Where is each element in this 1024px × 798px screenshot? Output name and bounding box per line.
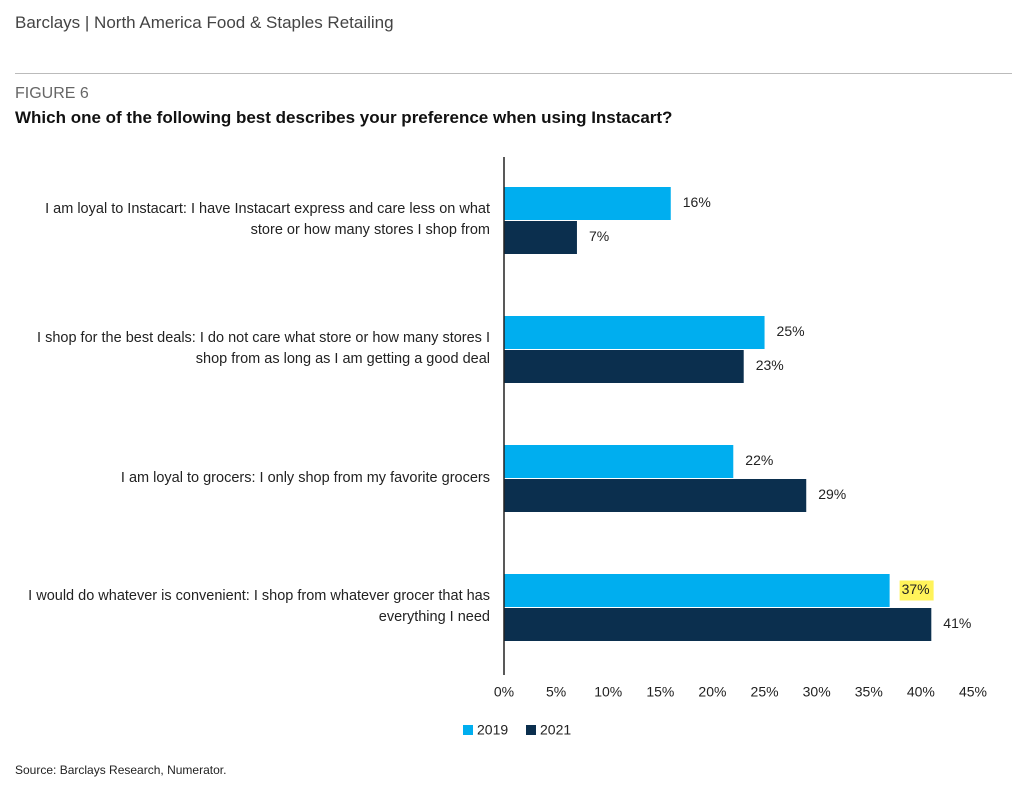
x-tick-label: 15%	[646, 684, 674, 700]
bar	[504, 316, 765, 349]
label-highlight	[899, 580, 934, 601]
value-label: 22%	[745, 452, 773, 468]
value-label: 16%	[683, 194, 711, 210]
legend-swatch	[526, 725, 536, 735]
bar	[504, 608, 932, 641]
x-tick-label: 20%	[698, 684, 726, 700]
value-label: 29%	[818, 486, 846, 502]
source: Source: Barclays Research, Numerator.	[15, 763, 227, 777]
category-label: I am loyal to Instacart: I have Instacar…	[45, 201, 490, 238]
bar	[504, 574, 890, 607]
x-tick-label: 40%	[907, 684, 935, 700]
x-tick-label: 5%	[546, 684, 566, 700]
header-title: Barclays | North America Food & Staples …	[15, 13, 394, 32]
header-rule	[15, 73, 1012, 74]
category-label: I would do whatever is convenient: I sho…	[28, 588, 490, 625]
bar	[504, 350, 744, 383]
bar	[504, 479, 807, 512]
value-label: 41%	[943, 615, 971, 631]
x-tick-label: 10%	[594, 684, 622, 700]
bar	[504, 187, 671, 220]
bar	[504, 445, 734, 478]
chart-title: Which one of the following best describe…	[15, 108, 673, 127]
value-label: 23%	[756, 357, 784, 373]
value-label: 25%	[777, 323, 805, 339]
x-tick-label: 25%	[751, 684, 779, 700]
bar	[504, 221, 577, 254]
value-label: 37%	[902, 581, 930, 597]
figure-label: FIGURE 6	[15, 85, 89, 102]
legend-swatch	[463, 725, 473, 735]
x-tick-label: 30%	[803, 684, 831, 700]
x-tick-label: 35%	[855, 684, 883, 700]
category-label: I shop for the best deals: I do not care…	[37, 330, 490, 367]
x-tick-label: 0%	[494, 684, 514, 700]
legend-label: 2019	[477, 722, 508, 738]
x-tick-label: 45%	[959, 684, 987, 700]
legend-label: 2021	[540, 722, 571, 738]
value-label: 7%	[589, 228, 609, 244]
category-label: I am loyal to grocers: I only shop from …	[120, 469, 490, 486]
